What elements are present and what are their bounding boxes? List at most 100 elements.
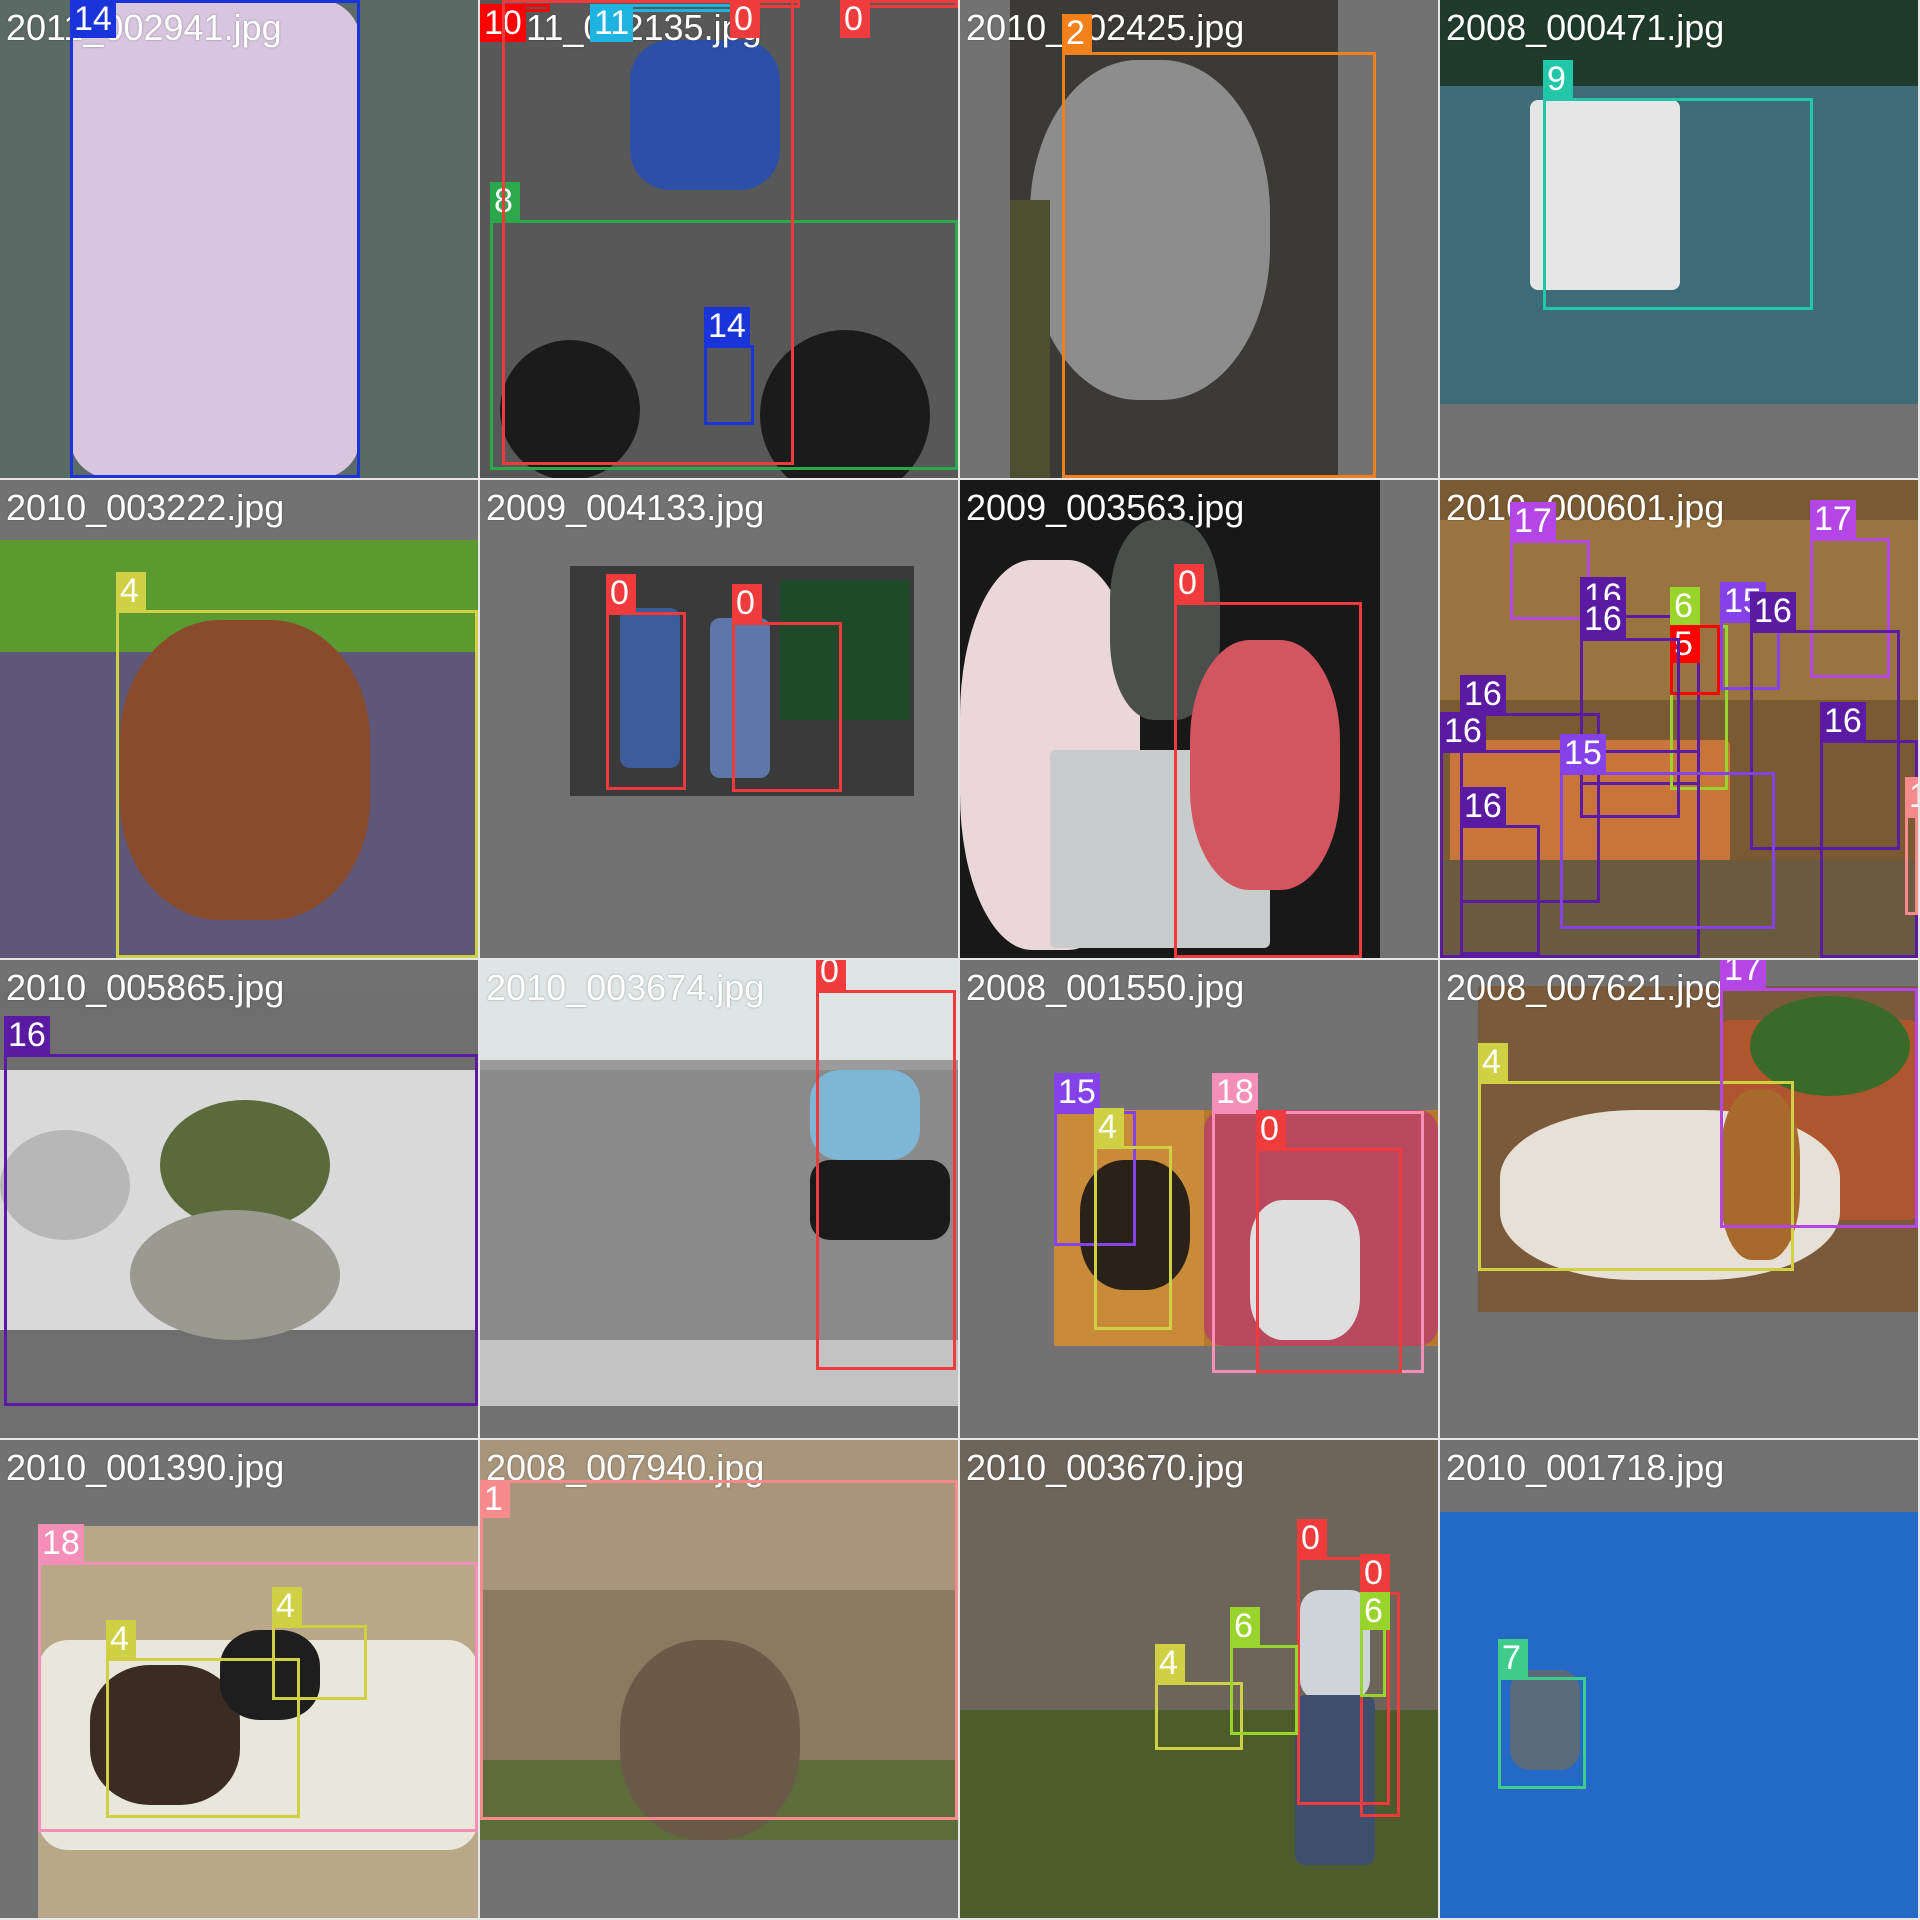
bounding-box: 17: [1510, 502, 1590, 620]
scene-bike-wheel-front: [500, 340, 640, 478]
bounding-box: 0: [816, 960, 956, 1370]
box-class-label: 16: [1460, 675, 1506, 713]
box-class-label: 4: [116, 572, 146, 610]
mosaic-tile: 2009_004133.jpg 0 0: [480, 480, 958, 958]
scene-dog-brindle: [90, 1665, 240, 1805]
box-class-label: 16: [1580, 600, 1626, 638]
bounding-box: 18: [38, 1524, 478, 1832]
scene-fence-posts: [480, 1440, 958, 1590]
tile-photo: [0, 0, 478, 478]
tile-filename: 2008_001550.jpg: [966, 967, 1245, 1008]
mosaic-tile: 2010_003674.jpg 0: [480, 960, 958, 1438]
mosaic-tile: 2011_002941.jpg 14: [0, 0, 478, 478]
tile-photo: [38, 1526, 478, 1918]
bounding-box: 4: [272, 1587, 367, 1700]
tile-filename: 2010_001390.jpg: [6, 1447, 285, 1488]
box-class-label: 1: [1905, 777, 1918, 815]
scene-woman-skirt: [810, 1160, 950, 1240]
bounding-box: 4: [1155, 1644, 1243, 1750]
tile-filename: 2010_001718.jpg: [1446, 1447, 1725, 1488]
tile-photo: [1054, 1110, 1438, 1346]
bounding-box: 0: [840, 0, 958, 38]
mosaic-tile: 2010_000601.jpg1717166155161616161516161: [1440, 480, 1918, 958]
scene-floor: [1440, 860, 1918, 958]
box-class-label: 14: [70, 0, 116, 38]
scene-sail: [1530, 100, 1680, 290]
box-class-label: 6: [1230, 1607, 1260, 1645]
bounding-box: 17: [1810, 500, 1890, 678]
box-class-label: 16: [1440, 712, 1486, 750]
tile-photo: [1478, 986, 1918, 1312]
scene-airplane: [1510, 1670, 1580, 1770]
mosaic-tile: 2009_003563.jpg 0: [960, 480, 1438, 958]
bounding-box: 8: [490, 182, 958, 470]
bounding-box: 7: [1498, 1639, 1586, 1789]
scene-dog-bw: [220, 1630, 320, 1720]
bounding-box: 1: [1905, 777, 1918, 915]
tile-photo: [480, 960, 958, 1406]
box-class-label: 2: [1062, 14, 1092, 52]
scene-owl-body: [620, 1640, 800, 1840]
bounding-box: 14: [70, 0, 360, 478]
scene-plant: [1750, 996, 1910, 1096]
box-class-label: 0: [1174, 564, 1204, 602]
scene-window: [480, 960, 958, 1060]
tile-filename: 2009_004133.jpg: [486, 487, 765, 528]
bounding-box: 4: [1478, 1043, 1794, 1271]
tile-filename: 2010_000601.jpg: [1446, 487, 1725, 528]
box-class-label: 0: [730, 0, 760, 38]
scene-dish-left: [0, 1130, 130, 1240]
scene-hound-ear: [1720, 1090, 1800, 1260]
box-class-label: 16: [4, 1016, 50, 1054]
tile-filename: 2008_007621.jpg: [1446, 967, 1725, 1008]
bounding-box: 16: [1580, 600, 1680, 818]
mosaic-tile: 2008_000471.jpg 9: [1440, 0, 1918, 478]
tile-photo: [960, 480, 1380, 958]
bounding-box: 4: [1094, 1108, 1172, 1330]
mosaic-tile: 2010_002425.jpg 2: [960, 0, 1438, 478]
bounding-box: 4: [116, 572, 478, 958]
box-class-label: 17: [1510, 502, 1556, 540]
tile-photo: [0, 540, 478, 958]
bounding-box: 11: [590, 4, 750, 42]
tile-filename: 2010_005865.jpg: [6, 967, 285, 1008]
box-class-label: 18: [1212, 1073, 1258, 1111]
mosaic-tile: 2011_002135.jpg1011008140: [480, 0, 958, 478]
bounding-box: 16: [1820, 702, 1918, 958]
box-class-label: 16: [1750, 592, 1796, 630]
bounding-box: 9: [1543, 60, 1813, 310]
bounding-box: 0: [1297, 1519, 1390, 1805]
scene-person-left-outfit: [620, 608, 680, 768]
box-class-label: 4: [106, 1620, 136, 1658]
tile-photo: [1440, 1512, 1918, 1918]
box-class-label: 15: [1560, 734, 1606, 772]
box-class-label: 0: [816, 960, 846, 990]
mosaic-tile: 2008_007940.jpg 1: [480, 1440, 958, 1918]
box-class-label: 16: [1820, 702, 1866, 740]
scene-bulldog-body: [120, 620, 370, 920]
tile-filename: 2010_003670.jpg: [966, 1447, 1245, 1488]
scene-shore-trees: [1440, 0, 1918, 86]
scene-dish-center: [160, 1100, 330, 1230]
tile-photo: [1440, 0, 1918, 404]
mosaic-tile: 2010_003670.jpg 0 0 6 4 6: [960, 1440, 1438, 1918]
scene-woman-top: [810, 1070, 920, 1160]
tile-filename: 2009_003563.jpg: [966, 487, 1245, 528]
scene-person-right-outfit: [710, 618, 770, 778]
mosaic-tile: 2008_007621.jpg 4 17: [1440, 960, 1918, 1438]
tile-photo: [0, 992, 478, 1438]
bounding-box: 14: [704, 307, 754, 425]
box-class-label: 4: [1478, 1043, 1508, 1081]
box-class-label: 11: [590, 4, 634, 42]
tile-filename: 2008_000471.jpg: [1446, 7, 1725, 48]
tile-filename: 2010_003674.jpg: [486, 967, 765, 1008]
mosaic-tile: 2010_005865.jpg 16: [0, 960, 478, 1438]
scene-dish-bottom: [130, 1210, 340, 1340]
scene-man-shirt: [1300, 1590, 1370, 1700]
mosaic-tile: 2010_003222.jpg 4: [0, 480, 478, 958]
tile-photo: [960, 1440, 1438, 1918]
bounding-box: 6: [1670, 587, 1728, 790]
box-class-label: 17: [1810, 500, 1856, 538]
mosaic-tile: 2008_001550.jpg 15 4 18 0: [960, 960, 1438, 1438]
